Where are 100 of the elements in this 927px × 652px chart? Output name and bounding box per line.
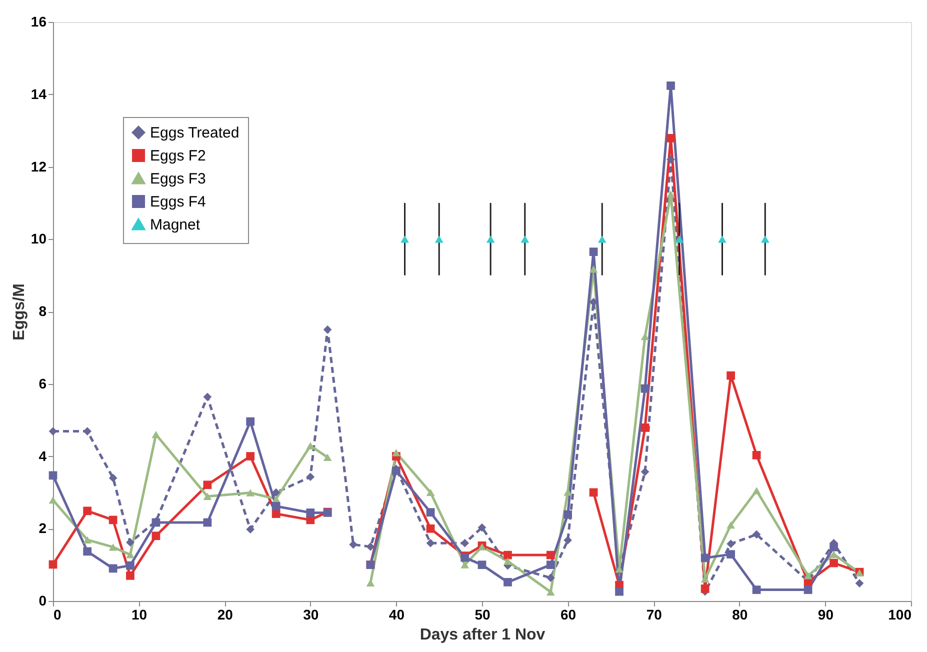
point — [504, 558, 512, 565]
point — [48, 496, 58, 504]
point — [589, 248, 598, 256]
point — [504, 578, 512, 586]
point — [760, 236, 770, 243]
point — [152, 532, 160, 540]
point — [478, 523, 486, 532]
point — [504, 550, 512, 560]
y-tick-label: 10 — [30, 230, 47, 247]
point — [564, 536, 572, 544]
point — [306, 508, 315, 517]
point — [478, 560, 486, 569]
point — [726, 371, 736, 380]
point — [126, 551, 134, 558]
point — [272, 510, 280, 518]
y-tick-label: 16 — [30, 14, 47, 30]
point — [246, 525, 255, 534]
y-tick-label: 2 — [38, 520, 47, 536]
point — [640, 423, 650, 432]
point — [460, 538, 470, 548]
point — [108, 564, 118, 573]
point — [426, 538, 435, 548]
y-tick-label: 8 — [38, 303, 47, 319]
point — [246, 452, 255, 460]
point — [752, 586, 761, 594]
x-tick-label: 70 — [646, 606, 662, 622]
legend-label: Eggs F4 — [150, 194, 206, 210]
legend-label: Magnet — [150, 216, 201, 234]
x-tick-label: 90 — [818, 606, 834, 622]
point — [108, 543, 118, 551]
x-tick-label: 20 — [217, 606, 234, 622]
point — [520, 236, 530, 243]
x-tick-label: 60 — [560, 606, 576, 622]
point — [203, 480, 212, 490]
point — [126, 571, 134, 580]
point — [564, 510, 572, 519]
point — [666, 155, 675, 164]
legend-label: Eggs Treated — [150, 124, 240, 142]
point — [400, 236, 409, 243]
point — [246, 489, 255, 496]
y-tick-label: 6 — [38, 375, 47, 392]
point — [48, 471, 58, 480]
point — [323, 325, 332, 334]
point — [246, 417, 255, 426]
x-tick-label: 30 — [303, 606, 319, 622]
point — [718, 236, 726, 243]
point — [726, 550, 736, 558]
point — [83, 506, 92, 516]
point — [392, 449, 400, 456]
y-tick-label: 12 — [30, 158, 47, 174]
point — [666, 134, 675, 142]
point — [426, 488, 435, 496]
point — [752, 487, 761, 494]
point — [752, 450, 761, 460]
point — [830, 542, 838, 552]
point — [666, 190, 675, 198]
point — [272, 488, 280, 497]
point — [804, 572, 812, 580]
point — [675, 236, 684, 243]
x-tick-label: 100 — [888, 606, 912, 622]
point — [589, 488, 598, 497]
point — [830, 558, 838, 568]
legend-label: Eggs F3 — [150, 170, 206, 188]
x-tick-label: 40 — [388, 606, 405, 622]
point — [108, 474, 118, 482]
point — [83, 547, 92, 556]
point — [640, 384, 650, 393]
point — [546, 550, 555, 560]
point — [700, 554, 710, 562]
legend-label: Eggs F2 — [150, 148, 206, 164]
point — [726, 521, 736, 529]
point — [804, 586, 812, 594]
y-tick-label: 0 — [38, 592, 47, 608]
point — [203, 518, 212, 527]
point — [426, 524, 435, 533]
point — [700, 584, 710, 593]
point — [640, 468, 650, 476]
point — [752, 530, 761, 539]
point — [108, 516, 118, 524]
point — [855, 579, 864, 588]
point — [460, 561, 470, 568]
point — [83, 536, 92, 544]
x-tick-label: 0 — [54, 606, 62, 622]
point — [615, 587, 624, 596]
x-tick-label: 80 — [732, 606, 748, 622]
point — [306, 472, 315, 482]
point — [598, 236, 606, 243]
point — [486, 236, 495, 243]
x-tick-label: 50 — [474, 606, 490, 622]
y-tick-label: 4 — [38, 448, 47, 464]
x-tick-label: 10 — [132, 606, 148, 622]
point — [434, 236, 444, 243]
point — [349, 540, 358, 549]
point — [589, 266, 598, 273]
y-tick-label: 14 — [30, 86, 47, 102]
point — [366, 542, 375, 551]
point — [666, 82, 675, 90]
point — [126, 561, 134, 570]
point — [366, 579, 375, 587]
point — [48, 560, 58, 569]
